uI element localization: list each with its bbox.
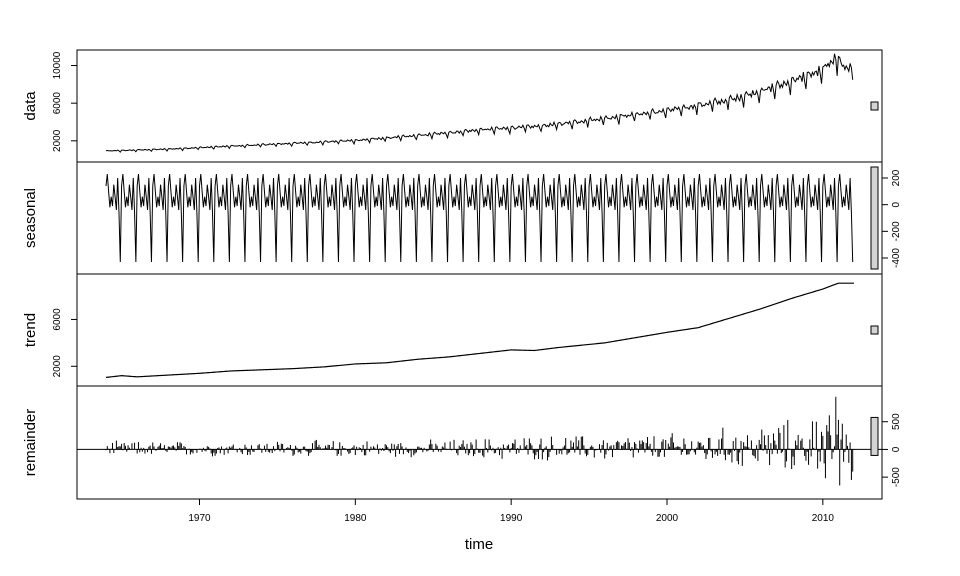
x-tick-label: 1970 <box>188 513 211 524</box>
y-tick-label: 0 <box>891 201 902 207</box>
panel-label-trend: trend <box>22 313 39 347</box>
y-axis-data: 2000 6000 10000 <box>52 51 77 152</box>
panel-label-data: data <box>22 91 39 121</box>
x-tick-label: 1990 <box>500 513 523 524</box>
panel-seasonal: 200 0 -200 -400 seasonal <box>22 161 902 275</box>
panel-frame-remainder <box>76 385 883 500</box>
x-tick-label: 1980 <box>344 513 367 524</box>
panels-layer: 2000600010000data2000-200-400seasonal200… <box>22 49 902 500</box>
panel-label-remainder: remainder <box>22 409 39 477</box>
x-axis: 1970 1980 1990 2000 2010 <box>188 499 834 524</box>
y-tick-label: -500 <box>891 467 902 487</box>
y-axis-remainder: 500 0 -500 <box>882 413 902 487</box>
y-tick-label: 2000 <box>52 129 63 152</box>
x-tick-label: 2000 <box>656 513 679 524</box>
x-axis-title: time <box>465 536 493 553</box>
y-axis-seasonal: 200 0 -200 -400 <box>882 169 902 268</box>
y-axis-trend: 2000 6000 <box>52 308 77 378</box>
y-tick-label: -400 <box>891 248 902 268</box>
y-tick-label: 200 <box>891 169 902 186</box>
y-tick-label: -200 <box>891 221 902 241</box>
series-line-trend <box>105 282 854 379</box>
x-tick-label: 2010 <box>812 513 835 524</box>
panel-label-seasonal: seasonal <box>22 188 39 248</box>
y-tick-label: 500 <box>891 413 902 430</box>
y-tick-label: 6000 <box>52 308 63 331</box>
scale-bar-data <box>870 101 879 111</box>
remainder-bars <box>105 396 854 486</box>
scale-bar-seasonal <box>870 166 879 270</box>
series-line-data <box>105 53 854 153</box>
scale-bar-trend <box>870 325 879 335</box>
scale-bar-remainder <box>870 416 879 456</box>
y-tick-label: 2000 <box>52 355 63 378</box>
panel-remainder: 500 0 -500 remainder <box>22 385 902 500</box>
y-tick-label: 0 <box>891 446 902 452</box>
y-tick-label: 10000 <box>52 51 63 79</box>
y-tick-label: 6000 <box>52 92 63 115</box>
series-line-seasonal <box>105 173 854 263</box>
